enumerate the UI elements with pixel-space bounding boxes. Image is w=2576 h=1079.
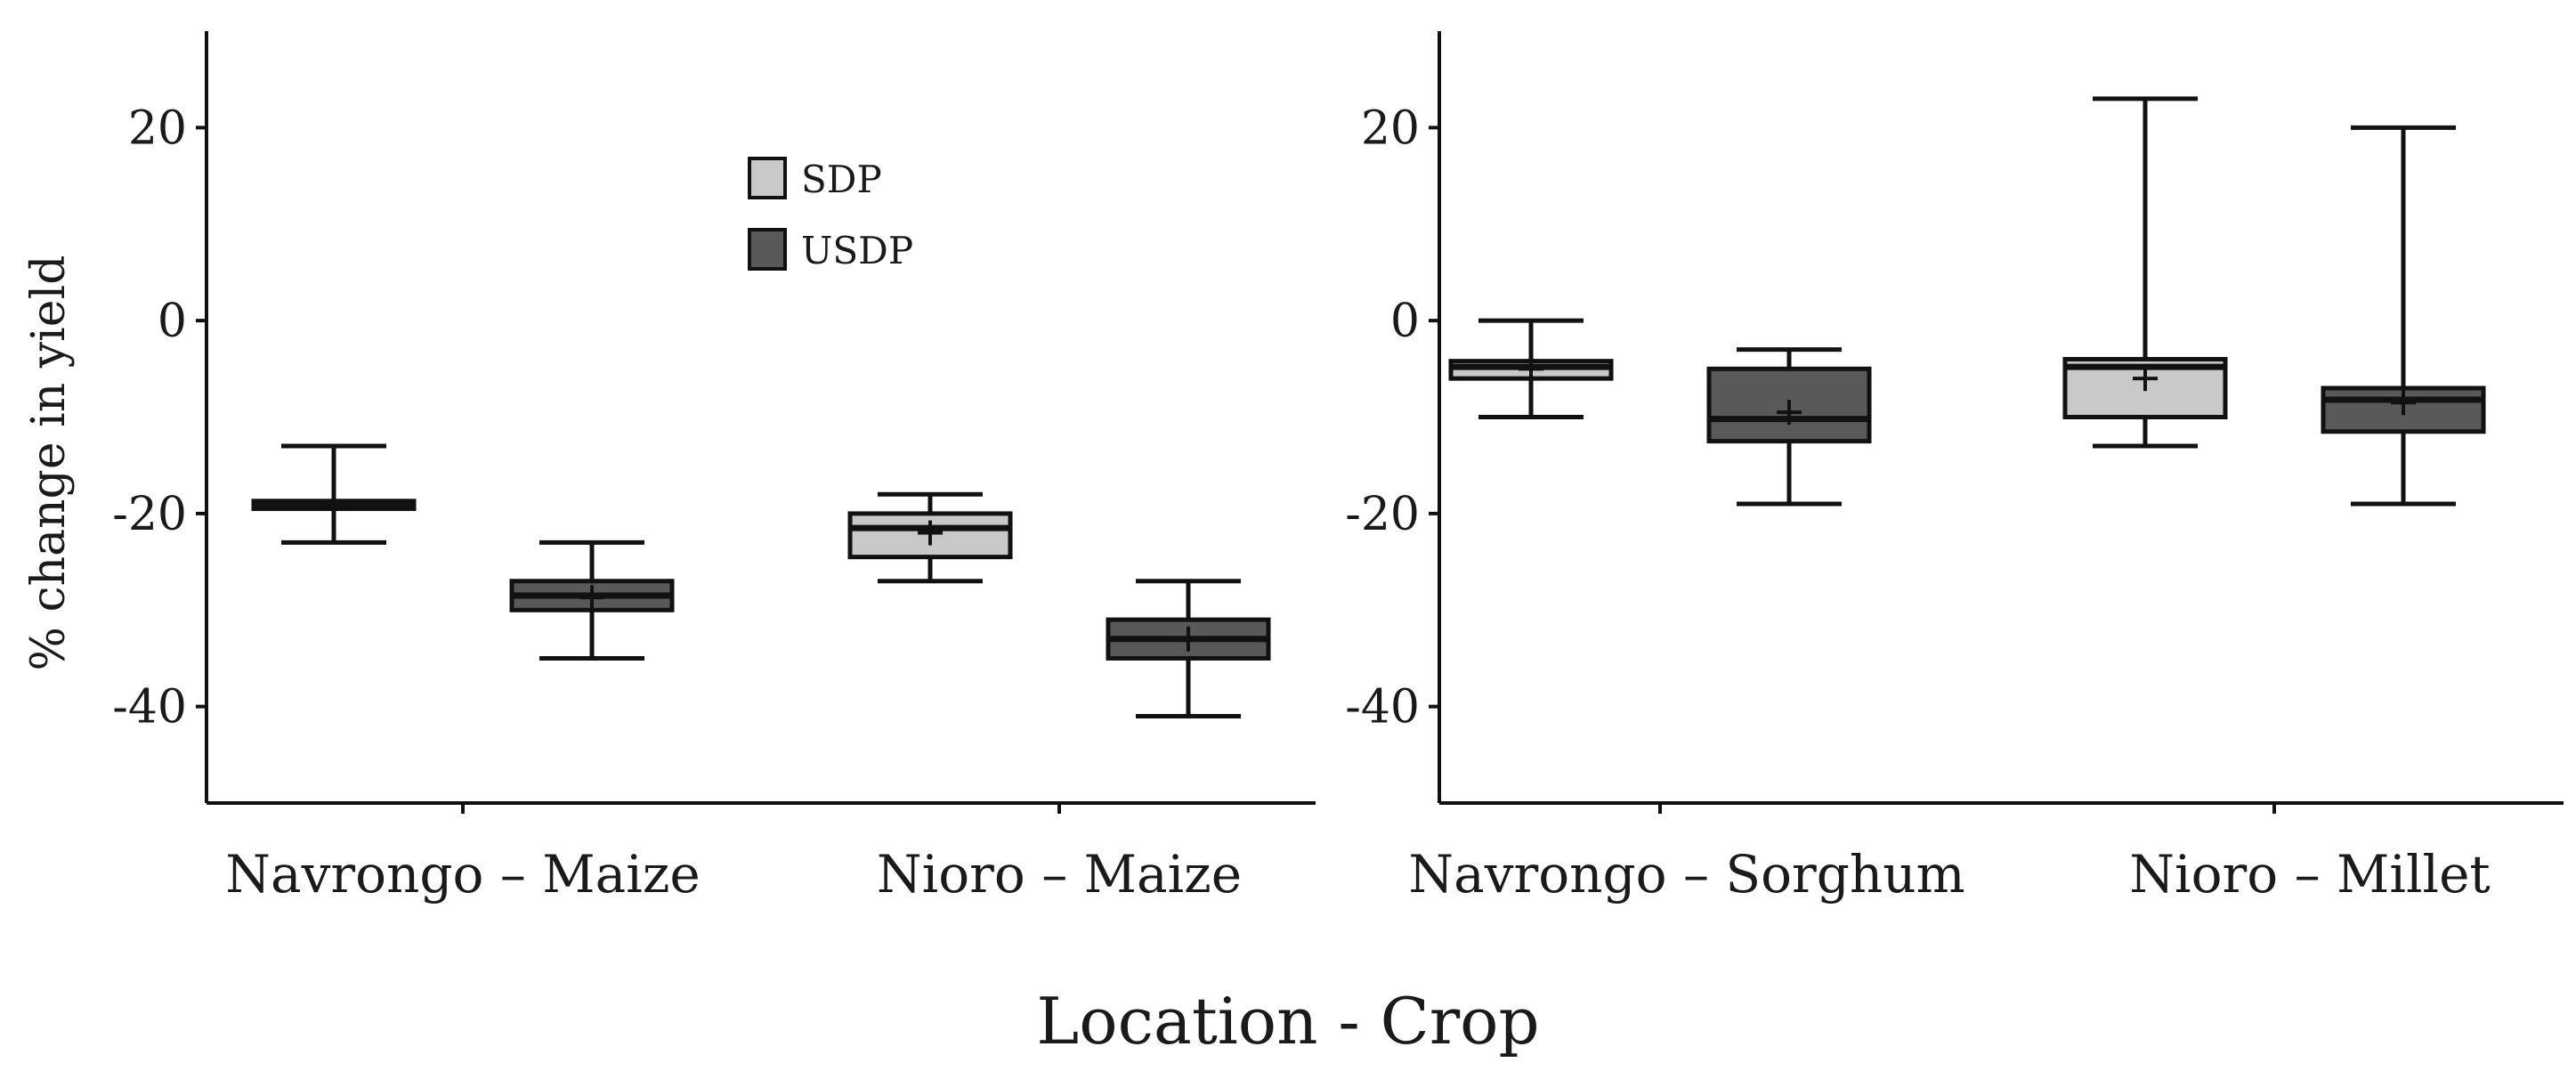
panel-2: 20 0 -20 -40 Navrongo – Sorghum Nioro – Mille… [1345, 31, 2564, 905]
legend-label-sdp: SDP [801, 158, 882, 201]
x-category-label: Navrongo – Maize [225, 844, 700, 905]
y-tick-label: -20 [112, 488, 187, 541]
legend-label-usdp: USDP [801, 229, 913, 272]
box-usdp [1106, 579, 1271, 718]
y-tick-label: 0 [158, 295, 187, 348]
y-tick-label: -20 [1345, 488, 1420, 541]
panel-1: 20 0 -20 -40 Navrongo – Maize Nioro – Maize [112, 31, 1316, 905]
box-usdp [1706, 347, 1872, 507]
y-tick-label: 20 [1361, 101, 1420, 155]
box-sdp [847, 491, 1013, 584]
box-sdp [251, 443, 417, 545]
y-tick-label: 0 [1390, 295, 1420, 348]
y-axis-title: % change in yield [22, 256, 76, 671]
y-tick-label: -40 [112, 681, 187, 734]
x-category-label: Navrongo – Sorghum [1408, 844, 1964, 905]
x-category-label: Nioro – Millet [2129, 844, 2490, 905]
x-category-label: Nioro – Maize [877, 844, 1242, 905]
box-sdp [1448, 318, 1614, 419]
box-usdp [2321, 125, 2486, 507]
box-usdp [509, 540, 675, 661]
box-sdp [2062, 96, 2228, 449]
legend-swatch-usdp [748, 228, 787, 271]
x-axis-title: Location - Crop [1036, 984, 1539, 1059]
y-tick-label: -40 [1345, 681, 1420, 734]
y-tick-label: 20 [128, 101, 187, 155]
legend: SDP USDP [748, 157, 913, 272]
legend-swatch-sdp [748, 157, 787, 199]
